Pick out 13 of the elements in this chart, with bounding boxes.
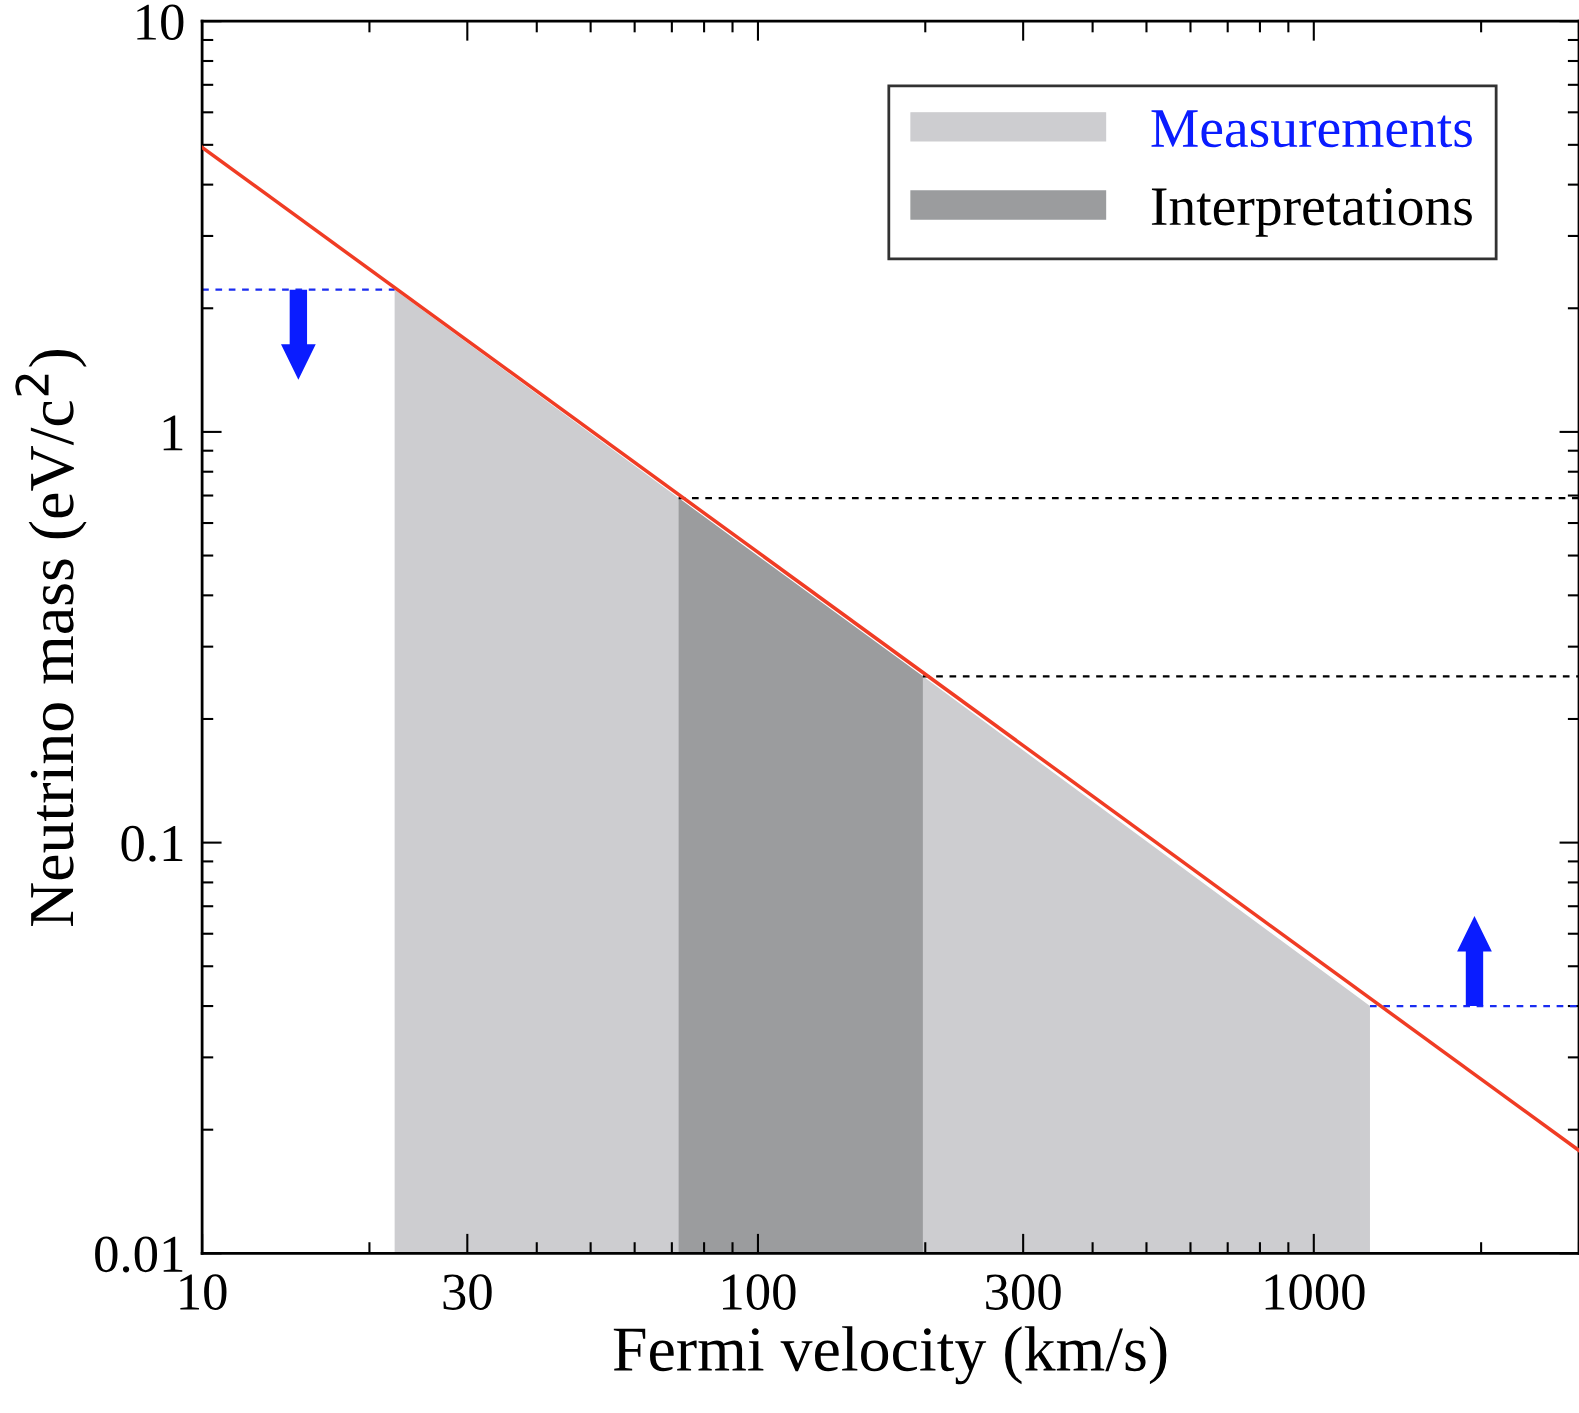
y-axis-title: Neutrino mass (eV/c$^{2}$) [15,349,87,927]
x-tick-label: 30 [443,1274,492,1310]
x-tick-label: 1000 [1265,1274,1365,1310]
y-tick-label: 1 [163,415,183,451]
y-tick-label: 0.1 [121,825,183,862]
x-tick-label: 300 [986,1274,1061,1310]
x-tick-label: 10 [180,1274,227,1310]
legend-label: Measurements [1151,110,1472,148]
y-tick-label: 0.01 [95,1236,183,1273]
x-axis-title: Fermi velocity (km/s) [613,1326,1167,1385]
legend-label: Interpretations [1151,188,1472,237]
x-tick-label: 100 [723,1274,796,1310]
y-tick-label: 10 [137,4,184,41]
